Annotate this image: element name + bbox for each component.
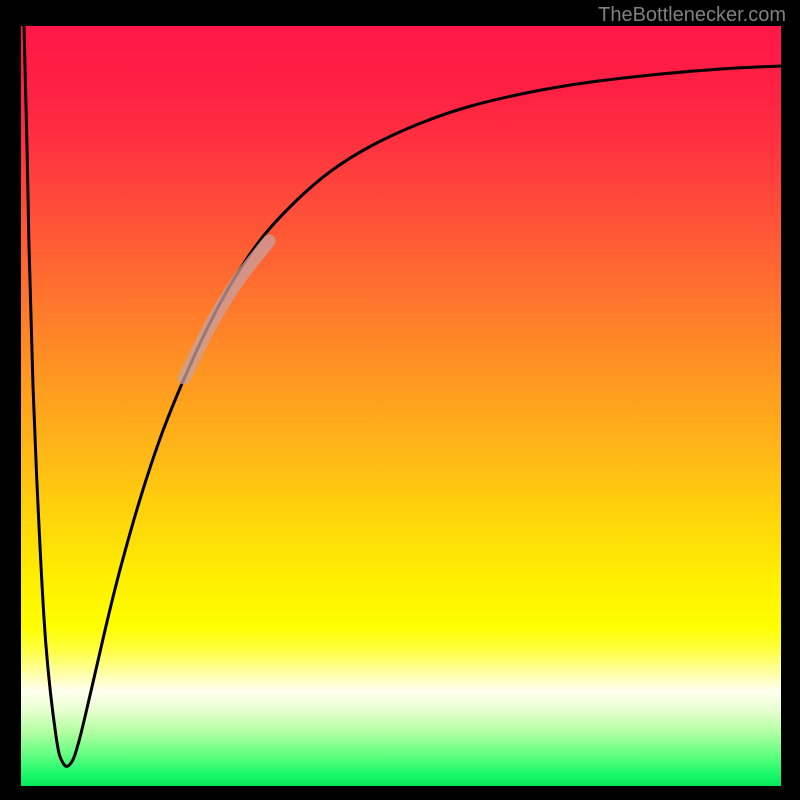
curve-marker-segment: [184, 241, 269, 378]
chart-curve-layer: [21, 26, 781, 786]
watermark-text: TheBottlenecker.com: [598, 4, 786, 27]
bottleneck-curve: [24, 26, 781, 766]
chart-plot-area: [21, 26, 781, 786]
